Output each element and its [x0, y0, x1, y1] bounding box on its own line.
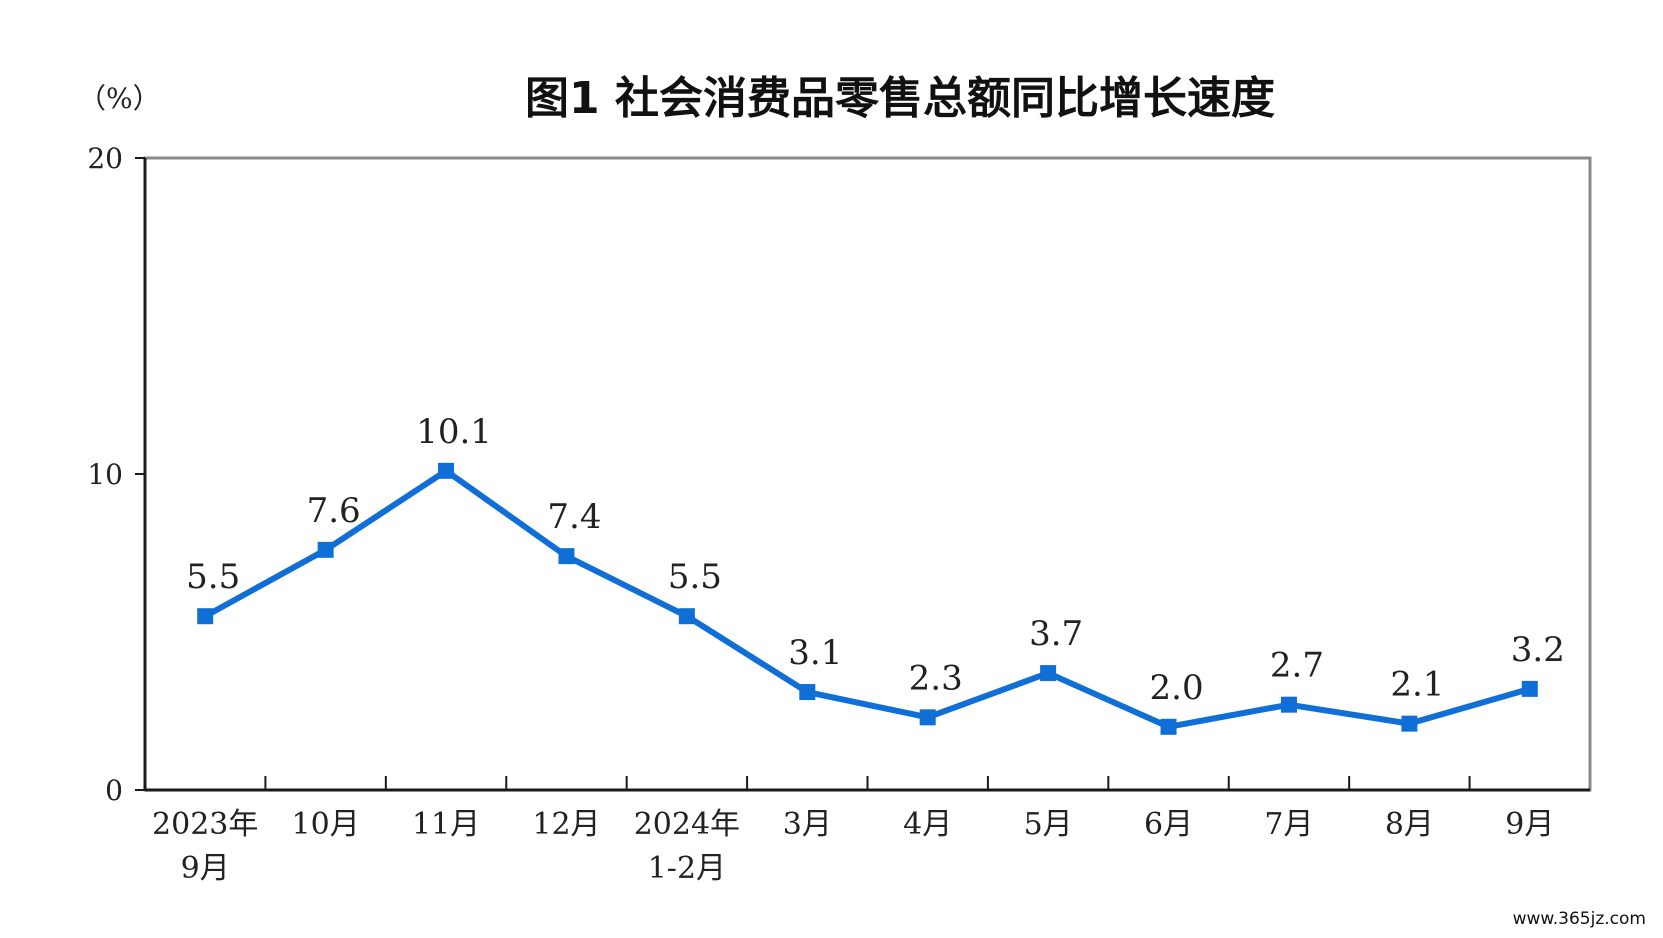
y-tick-label: 20 — [87, 142, 123, 175]
data-point-marker — [317, 541, 334, 558]
data-label: 2.7 — [1270, 646, 1324, 686]
x-tick-label: 3月 — [783, 807, 832, 842]
data-point-marker — [1521, 680, 1538, 697]
data-point-marker — [1280, 696, 1297, 713]
data-point-marker — [558, 548, 575, 565]
series-line — [202, 467, 1533, 730]
data-point-marker — [197, 608, 214, 625]
data-label: 10.1 — [416, 412, 492, 452]
x-tick-label: 12月 — [532, 807, 600, 842]
x-tick-label: 10月 — [292, 807, 360, 842]
series-polyline — [202, 467, 1533, 730]
series-markers — [197, 462, 1538, 735]
data-label: 3.7 — [1029, 614, 1083, 654]
y-axis-ticks: 0 10 20 — [87, 142, 145, 807]
data-label: 2.1 — [1390, 665, 1444, 705]
data-label: 7.4 — [547, 497, 601, 537]
x-tick-label: 2023年 — [152, 807, 258, 842]
x-tick-label: 7月 — [1264, 807, 1313, 842]
x-tick-label: 8月 — [1385, 807, 1434, 842]
x-tick-label: 2024年 — [634, 807, 740, 842]
data-label: 7.6 — [307, 491, 361, 531]
data-point-marker — [1160, 718, 1177, 735]
x-tick-label: 9月 — [181, 851, 230, 886]
data-label: 2.3 — [909, 658, 963, 698]
data-point-marker — [1401, 715, 1418, 732]
data-label: 3.1 — [788, 633, 842, 673]
x-tick-label: 4月 — [903, 807, 952, 842]
plot-frame — [143, 156, 1592, 792]
chart-title: 图1 社会消费品零售总额同比增长速度 — [525, 73, 1275, 124]
axes — [143, 156, 1592, 792]
data-point-marker — [678, 608, 695, 625]
data-label: 2.0 — [1150, 668, 1204, 708]
y-tick-label: 0 — [105, 774, 123, 807]
x-axis-ticks: 2023年 9月 10月 11月 12月 2024年 1-2月 3月 4月 5月 6月 7月 8月 9月 — [152, 776, 1554, 886]
data-labels: 5.5 7.6 10.1 7.4 5.5 3.1 2.3 3.7 2.0 2.7 2.1 3.2 — [186, 412, 1565, 708]
data-point-marker — [919, 709, 936, 726]
y-tick-label: 10 — [87, 458, 123, 491]
data-point-marker — [1040, 665, 1057, 682]
watermark-text: www.365jz.com — [1513, 909, 1646, 929]
watermark-box — [1410, 903, 1655, 931]
data-point-marker — [799, 684, 816, 701]
data-point-marker — [438, 462, 455, 479]
data-label: 5.5 — [186, 557, 240, 597]
y-unit-label: （%） — [78, 82, 161, 115]
x-tick-label: 9月 — [1505, 807, 1554, 842]
data-label: 3.2 — [1511, 630, 1565, 670]
x-tick-label: 6月 — [1144, 807, 1193, 842]
data-label: 5.5 — [668, 557, 722, 597]
x-tick-label: 5月 — [1024, 807, 1073, 842]
x-tick-label: 1-2月 — [648, 851, 726, 886]
x-tick-label: 11月 — [412, 807, 480, 842]
